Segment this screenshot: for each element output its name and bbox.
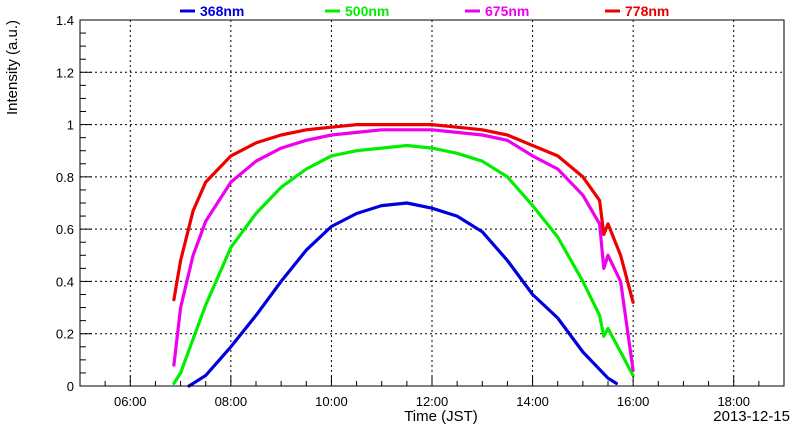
grid-layer xyxy=(80,20,784,386)
y-tick-label: 0.4 xyxy=(56,274,74,289)
ticks-layer: 06:00 08:00 10:00 12:00 14:00 16:00 18:00 0 0.2 0… xyxy=(56,13,785,409)
x-tick-label: 18:00 xyxy=(717,394,750,409)
x-tick-label: 08:00 xyxy=(215,394,248,409)
x-tick-label: 14:00 xyxy=(516,394,549,409)
y-tick-label: 0 xyxy=(67,379,74,394)
legend-label: 500nm xyxy=(345,3,389,19)
series-layer xyxy=(172,122,635,388)
x-tick-label: 06:00 xyxy=(114,394,147,409)
y-axis-title: Intensity (a.u.) xyxy=(4,20,21,115)
y-tick-label: 1.2 xyxy=(56,65,74,80)
date-label: 2013-12-15 xyxy=(713,408,790,425)
y-tick-label: 0.6 xyxy=(56,222,74,237)
legend-label: 368nm xyxy=(200,3,244,19)
y-tick-label: 0.2 xyxy=(56,327,74,342)
legend-label: 675nm xyxy=(485,3,529,19)
legend: 368nm 500nm 675nm 778nm xyxy=(180,3,669,19)
series-line-500nm xyxy=(172,143,635,385)
x-axis-title: Time (JST) xyxy=(404,408,478,425)
series-line-675nm xyxy=(172,128,635,372)
series-line-368nm xyxy=(187,201,619,388)
x-tick-label: 16:00 xyxy=(617,394,650,409)
series-line-778nm xyxy=(172,122,635,304)
y-tick-label: 1 xyxy=(67,118,74,133)
x-tick-label: 10:00 xyxy=(315,394,348,409)
y-tick-label: 0.8 xyxy=(56,170,74,185)
x-tick-label: 12:00 xyxy=(416,394,449,409)
y-tick-label: 1.4 xyxy=(56,13,74,28)
legend-label: 778nm xyxy=(625,3,669,19)
